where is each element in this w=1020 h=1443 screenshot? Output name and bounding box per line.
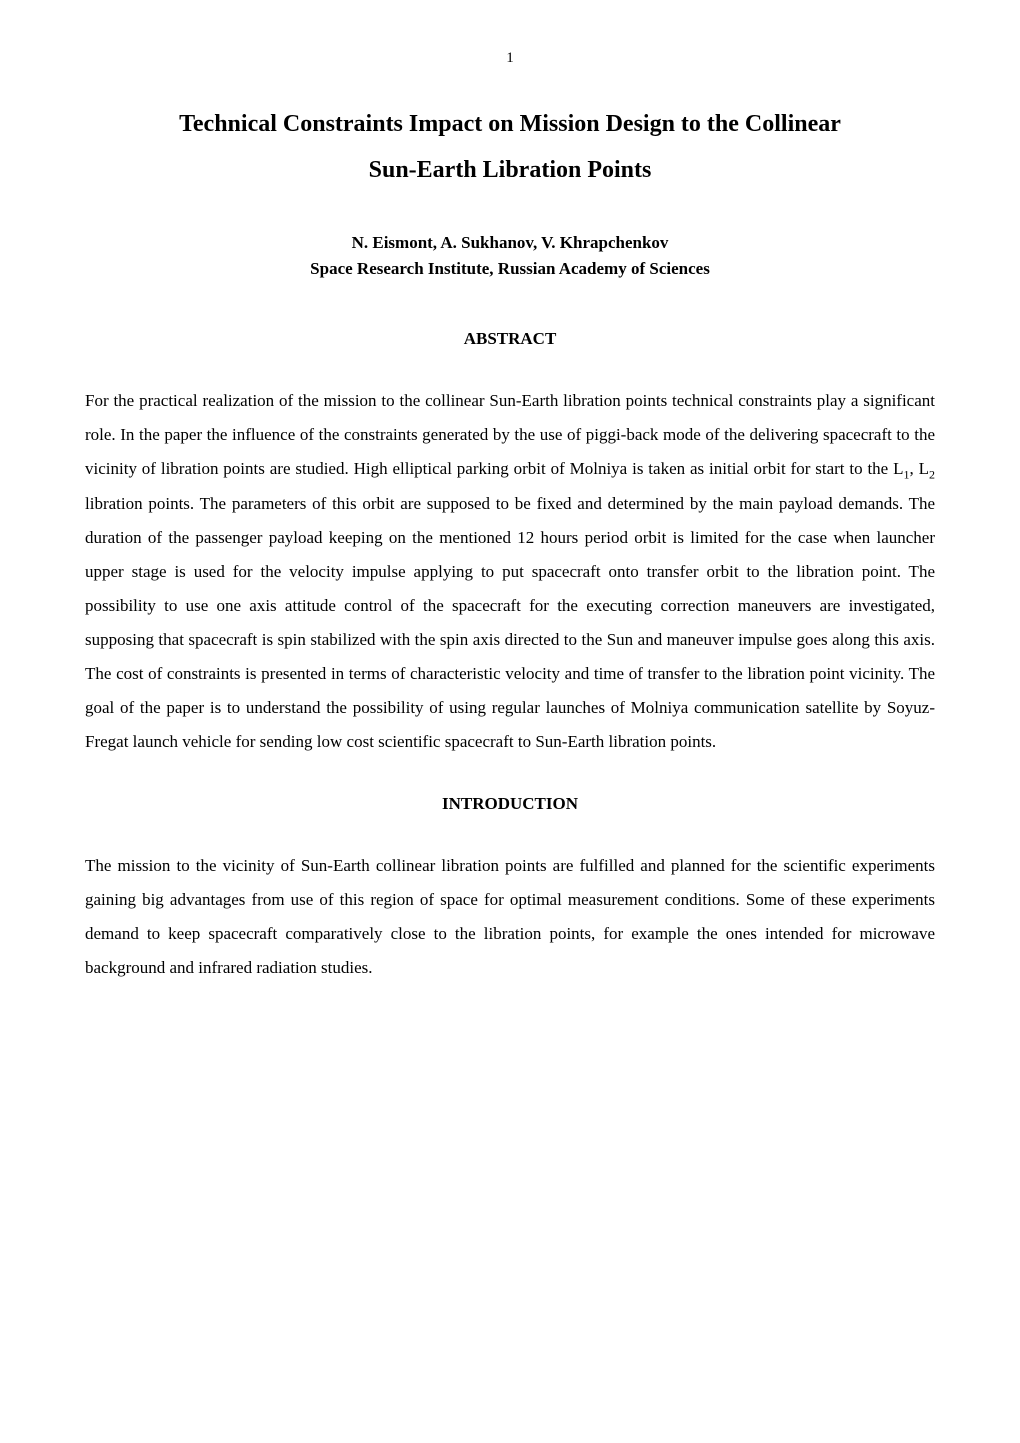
subscript-2: 2 [929, 468, 935, 482]
page-number: 1 [85, 50, 935, 67]
introduction-heading: INTRODUCTION [85, 794, 935, 814]
title-line-2: Sun-Earth Libration Points [369, 157, 652, 183]
abstract-mid: , L [910, 459, 930, 478]
abstract-part-1: For the practical realization of the mis… [85, 391, 935, 478]
paper-title: Technical Constraints Impact on Mission … [85, 102, 935, 193]
affiliation: Space Research Institute, Russian Academ… [85, 259, 935, 279]
paper-page: 1 Technical Constraints Impact on Missio… [0, 0, 1020, 1100]
title-line-1: Technical Constraints Impact on Mission … [179, 111, 841, 137]
introduction-text: The mission to the vicinity of Sun-Earth… [85, 849, 935, 985]
abstract-text: For the practical realization of the mis… [85, 384, 935, 758]
authors: N. Eismont, A. Sukhanov, V. Khrapchenkov [85, 233, 935, 253]
abstract-heading: ABSTRACT [85, 329, 935, 349]
abstract-part-2: libration points. The parameters of this… [85, 494, 935, 751]
